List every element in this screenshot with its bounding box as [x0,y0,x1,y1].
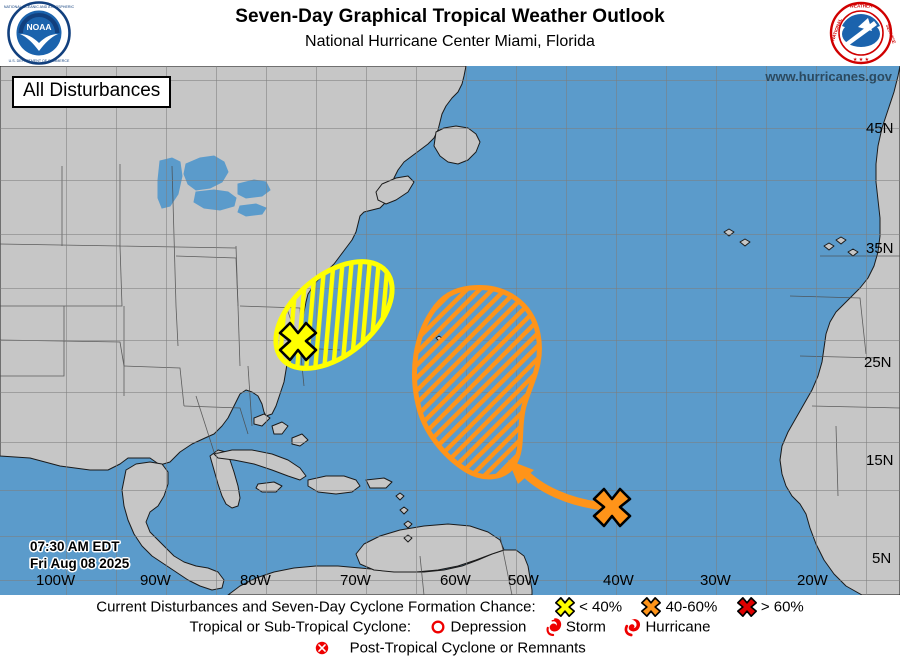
lat-label: 35N [866,240,894,257]
lon-label: 80W [240,572,271,589]
disturbance-overlay[interactable] [0,66,900,595]
gridline-lat [0,80,900,81]
lon-label: 40W [603,572,634,589]
gridline-lon [66,66,67,595]
gridline-lon [216,66,217,595]
gridline-lon [266,66,267,595]
legend-chance-label: < 40% [579,598,623,616]
gridline-lat [0,128,900,129]
legend-x-icon-orange [641,597,662,617]
page-title: Seven-Day Graphical Tropical Weather Out… [235,6,665,27]
noaa-logo: NOAA NATIONAL OCEANIC AND ATMOSPHERIC U.… [4,1,75,65]
disturbance-marker-yellow[interactable] [278,321,318,362]
svg-text:★ ★ ★: ★ ★ ★ [853,57,870,63]
legend-cyclone-label: Tropical or Sub-Tropical Cyclone: [189,618,411,636]
lat-label: 25N [864,354,892,371]
circle-x-icon [314,640,330,656]
legend-cyclone-type: Hurricane [645,618,711,636]
nws-logo: WEATHER NATIONAL SERVICE ★ ★ ★ [828,1,897,65]
map-legend: Current Disturbances and Seven-Day Cyclo… [0,595,900,665]
lon-label: 90W [140,572,171,589]
hurricane-spiral-icon [624,618,641,637]
svg-text:U.S. DEPARTMENT OF COMMERCE: U.S. DEPARTMENT OF COMMERCE [9,59,70,63]
gridline-lat [0,490,900,491]
legend-x-icon-yellow [554,597,575,617]
legend-row-formation-chance: Current Disturbances and Seven-Day Cyclo… [0,597,900,617]
legend-row-post-tropical: Post-Tropical Cyclone or Remnants [0,639,900,657]
gridline-lat [0,288,900,289]
svg-text:NOAA: NOAA [26,22,51,32]
lon-label: 70W [340,572,371,589]
lon-label: 50W [508,572,539,589]
gridline-lat [0,180,900,181]
all-disturbances-label[interactable]: All Disturbances [12,76,172,108]
legend-chance-label: > 60% [760,598,804,616]
page-header: NOAA NATIONAL OCEANIC AND ATMOSPHERIC U.… [0,0,900,66]
svg-text:NATIONAL OCEANIC AND ATMOSPHER: NATIONAL OCEANIC AND ATMOSPHERIC [4,5,75,9]
lat-label: 45N [866,120,894,137]
legend-cyclone-type: Storm [565,618,606,636]
timestamp-date: Fri Aug 08 2025 [30,556,130,571]
gridline-lon [766,66,767,595]
map-canvas: 100W 90W 80W 70W 60W 50W 40W 30W 20W 45N… [0,66,900,595]
legend-post-tropical-label: Post-Tropical Cyclone or Remnants [349,639,586,657]
gridline-lon [666,66,667,595]
legend-chance-label: 40-60% [665,598,718,616]
legend-row-cyclone-types: Tropical or Sub-Tropical Cyclone: Depres… [0,618,900,637]
legend-x-icon-red [736,597,757,617]
lon-label: 100W [36,572,76,589]
gridline-lon [816,66,817,595]
legend-cyclone-type: Depression [450,618,527,636]
gridline-lon [866,66,867,595]
gridline-lat [0,580,900,581]
disturbance-motion-arrow [508,460,604,510]
map-timestamp: 07:30 AM EDT Fri Aug 08 2025 [30,538,129,572]
legend-formation-label: Current Disturbances and Seven-Day Cyclo… [96,598,536,616]
disturbance-area-yellow[interactable] [256,241,412,390]
gridline-lon [616,66,617,595]
storm-spiral-icon [546,618,562,637]
gridline-lon [116,66,117,595]
svg-text:WEATHER: WEATHER [850,4,874,9]
lon-label: 30W [700,572,731,589]
lon-label: 20W [797,572,828,589]
circle-icon [430,619,446,635]
website-url[interactable]: www.hurricanes.gov [765,69,892,84]
page-subtitle: National Hurricane Center Miami, Florida [305,33,595,50]
gridline-lon [566,66,567,595]
timestamp-time: 07:30 AM EDT [30,539,120,554]
lat-label: 5N [872,550,892,567]
gridline-lon [416,66,417,595]
outlook-map[interactable]: 100W 90W 80W 70W 60W 50W 40W 30W 20W 45N… [0,66,900,595]
gridline-lat [0,536,900,537]
gridline-lon [716,66,717,595]
svg-text:SERVICE: SERVICE [885,24,897,45]
gridline-lon [166,66,167,595]
lat-label: 15N [866,452,894,469]
disturbance-marker-orange[interactable] [592,487,632,528]
gridline-lat [0,234,900,235]
disturbance-area-orange[interactable] [411,285,542,480]
lon-label: 60W [440,572,471,589]
